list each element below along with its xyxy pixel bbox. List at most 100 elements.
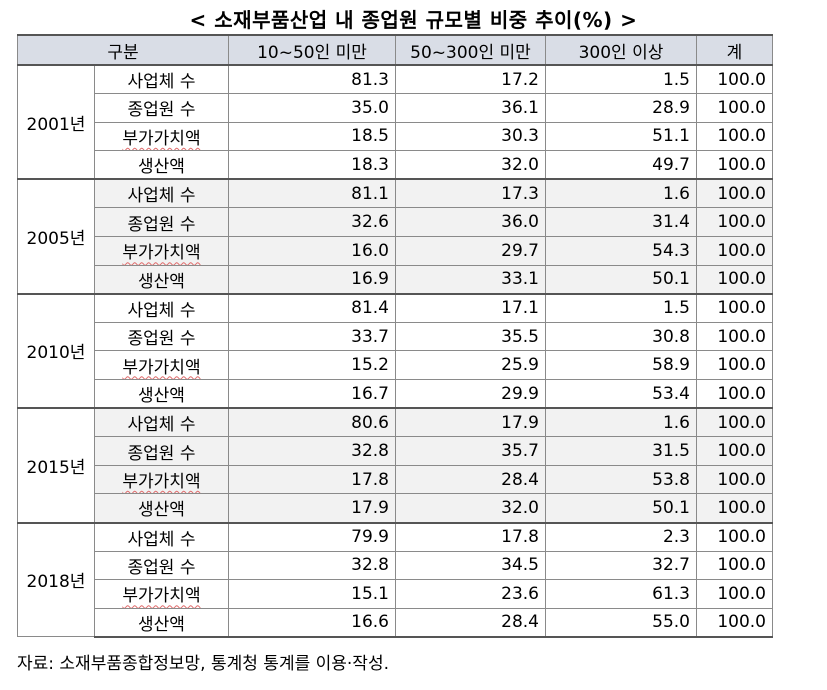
value-300-plus: 61.3 [545,579,697,609]
value-total: 100.0 [696,436,773,466]
table-row: 부가가치액 15.1 23.6 61.3 100.0 [18,579,773,609]
value-50-300: 34.5 [395,550,546,581]
year-cell: 2001년 [17,63,95,180]
value-300-plus: 54.3 [545,236,697,266]
table-row: 2018년 사업체 수 79.9 17.8 2.3 100.0 [17,521,773,638]
category-cell: 부가가치액 [94,350,229,381]
category-label: 부가가치액 [122,586,201,607]
value-10-50: 32.8 [228,550,396,581]
value-50-300: 36.1 [395,93,546,123]
table-row: 부가가치액 16.0 29.7 54.3 100.0 [18,236,773,266]
value-total: 100.0 [696,236,773,266]
table-title: < 소재부품산업 내 종업원 규모별 비중 추이(%) > [189,8,638,32]
category-cell: 부가가치액 [94,464,229,495]
value-300-plus: 49.7 [545,150,697,180]
category-cell: 생산액 [94,607,229,638]
category-label: 종업원 수 [127,443,196,464]
category-cell: 부가가치액 [94,121,229,152]
value-10-50: 17.8 [228,464,396,495]
value-total: 100.0 [696,464,773,495]
table-row: 생산액 16.9 33.1 50.1 100.0 [18,264,773,295]
category-cell: 종업원 수 [94,436,229,466]
value-300-plus: 50.1 [545,493,697,523]
header-300-plus: 300인 이상 [545,34,697,66]
value-300-plus: 31.4 [545,207,697,238]
category-label: 부가가치액 [122,472,201,493]
value-300-plus: 1.6 [545,407,697,438]
value-300-plus: 51.1 [545,121,697,152]
value-300-plus: 53.8 [545,464,697,495]
category-cell: 생산액 [94,150,229,180]
value-10-50: 18.3 [228,150,396,180]
value-50-300: 23.6 [395,579,546,609]
table-row: 2005년 사업체 수 81.1 17.3 1.6 100.0 [17,178,773,295]
category-label: 생산액 [138,271,185,292]
value-300-plus: 58.9 [545,350,697,381]
value-50-300: 25.9 [395,350,546,381]
value-300-plus: 50.1 [545,264,697,295]
value-total: 100.0 [696,93,773,123]
category-cell: 부가가치액 [94,579,229,609]
value-10-50: 15.1 [228,579,396,609]
category-label: 부가가치액 [122,128,201,149]
value-300-plus: 1.6 [545,178,697,209]
category-cell: 사업체 수 [94,178,229,209]
value-300-plus: 1.5 [545,292,697,323]
value-300-plus: 30.8 [545,321,697,352]
table-row: 부가가치액 15.2 25.9 58.9 100.0 [18,350,773,381]
year-cell: 2005년 [17,178,95,295]
value-50-300: 29.9 [395,379,546,409]
table-row: 생산액 18.3 32.0 49.7 100.0 [18,150,773,180]
category-cell: 사업체 수 [94,521,229,552]
category-cell: 사업체 수 [94,292,229,323]
value-50-300: 32.0 [395,493,546,523]
value-total: 100.0 [696,493,773,523]
category-label: 종업원 수 [127,557,196,578]
value-300-plus: 2.3 [545,521,697,552]
value-10-50: 81.1 [228,178,396,209]
category-cell: 종업원 수 [94,550,229,581]
table-row: 생산액 16.7 29.9 53.4 100.0 [18,379,773,409]
category-label: 사업체 수 [127,415,196,436]
year-cell: 2015년 [17,407,95,524]
value-50-300: 17.9 [395,407,546,438]
value-10-50: 79.9 [228,521,396,552]
value-50-300: 35.7 [395,436,546,466]
value-50-300: 33.1 [395,264,546,295]
category-label: 사업체 수 [127,186,196,207]
value-50-300: 35.5 [395,321,546,352]
value-50-300: 28.4 [395,607,546,638]
category-label: 사업체 수 [127,72,196,93]
category-cell: 생산액 [94,264,229,295]
source-note: 자료: 소재부품종합정보망, 통계청 통계를 이용·작성. [17,654,389,674]
value-300-plus: 31.5 [545,436,697,466]
category-cell: 생산액 [94,379,229,409]
category-label: 종업원 수 [127,214,196,235]
header-category: 구분 [17,34,229,66]
value-50-300: 29.7 [395,236,546,266]
table-row: 종업원 수 33.7 35.5 30.8 100.0 [18,321,773,352]
category-label: 사업체 수 [127,529,196,550]
value-total: 100.0 [696,321,773,352]
category-cell: 종업원 수 [94,93,229,123]
value-total: 100.0 [696,121,773,152]
value-50-300: 32.0 [395,150,546,180]
value-50-300: 28.4 [395,464,546,495]
value-50-300: 30.3 [395,121,546,152]
header-10-50: 10~50인 미만 [228,34,396,66]
value-300-plus: 53.4 [545,379,697,409]
category-cell: 생산액 [94,493,229,523]
table-row: 2001년 사업체 수 81.3 17.2 1.5 100.0 [17,63,773,180]
table-row: 생산액 17.9 32.0 50.1 100.0 [18,493,773,523]
value-10-50: 17.9 [228,493,396,523]
table-row: 종업원 수 32.8 34.5 32.7 100.0 [18,550,773,581]
value-total: 100.0 [696,264,773,295]
table-row: 2015년 사업체 수 80.6 17.9 1.6 100.0 [17,407,773,524]
value-total: 100.0 [696,521,773,552]
value-50-300: 36.0 [395,207,546,238]
value-50-300: 17.2 [395,64,546,95]
table-row: 생산액 16.6 28.4 55.0 100.0 [18,607,773,638]
category-label: 부가가치액 [122,357,201,378]
value-total: 100.0 [696,64,773,95]
header-total: 계 [696,34,773,66]
